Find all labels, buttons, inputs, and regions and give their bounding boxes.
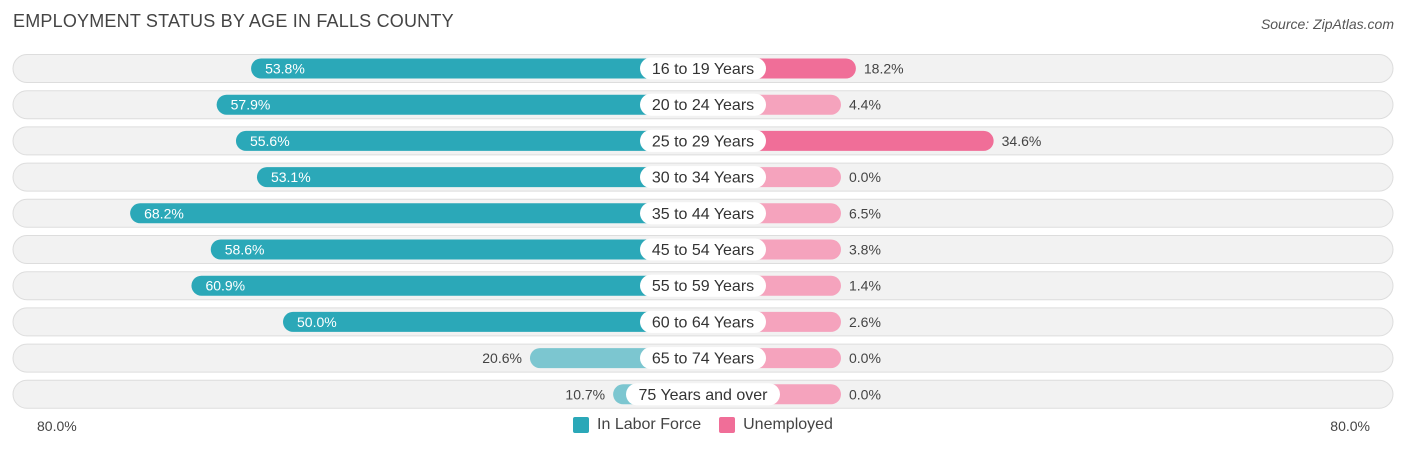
category-label: 60 to 64 Years xyxy=(652,314,754,331)
labor-bar xyxy=(216,94,703,115)
axis-right-label: 80.0% xyxy=(1330,418,1370,434)
labor-bar xyxy=(235,130,703,151)
category-label: 55 to 59 Years xyxy=(652,278,754,295)
category-label: 65 to 74 Years xyxy=(652,351,754,368)
category-label: 16 to 19 Years xyxy=(652,61,754,78)
labor-value-label: 53.8% xyxy=(265,61,305,77)
category-label: 35 to 44 Years xyxy=(652,206,754,223)
legend-item-labor: In Labor Force xyxy=(573,416,701,434)
unemployed-value-label: 0.0% xyxy=(849,350,881,366)
axis-left-label: 80.0% xyxy=(37,418,77,434)
unemployed-value-label: 0.0% xyxy=(849,169,881,185)
labor-bar xyxy=(130,203,703,224)
labor-value-label: 55.6% xyxy=(250,133,290,149)
category-pill xyxy=(626,383,780,406)
category-pill xyxy=(640,274,766,297)
labor-bar xyxy=(210,239,703,260)
legend: In Labor Force Unemployed xyxy=(0,416,1406,434)
unemployed-value-label: 34.6% xyxy=(1002,133,1042,149)
unemployed-value-label: 2.6% xyxy=(849,314,881,330)
labor-value-label: 60.9% xyxy=(205,278,245,294)
labor-bar xyxy=(256,167,703,188)
labor-value-label: 57.9% xyxy=(231,97,271,113)
unemployed-value-label: 1.4% xyxy=(849,278,881,294)
category-pill xyxy=(640,238,766,261)
category-pill xyxy=(640,129,766,152)
legend-label-labor: In Labor Force xyxy=(597,416,702,433)
labor-bar xyxy=(191,275,703,296)
unemployed-value-label: 18.2% xyxy=(864,61,904,77)
labor-bar xyxy=(283,311,703,332)
labor-value-label: 53.1% xyxy=(271,169,311,185)
category-label: 75 Years and over xyxy=(639,387,769,404)
labor-value-label: 58.6% xyxy=(225,242,265,258)
chart-title: EMPLOYMENT STATUS BY AGE IN FALLS COUNTY xyxy=(13,11,454,31)
labor-value-label: 10.7% xyxy=(565,386,605,402)
labor-value-label: 68.2% xyxy=(144,205,184,221)
category-pill xyxy=(640,93,766,116)
unemployed-value-label: 6.5% xyxy=(849,205,881,221)
category-label: 20 to 24 Years xyxy=(652,97,754,114)
category-pill xyxy=(640,202,766,225)
labor-value-label: 20.6% xyxy=(482,350,522,366)
category-pill xyxy=(640,166,766,189)
legend-item-unemployed: Unemployed xyxy=(719,416,833,434)
legend-swatch-labor xyxy=(573,417,590,433)
category-label: 30 to 34 Years xyxy=(652,170,754,187)
category-pill xyxy=(640,347,766,370)
legend-label-unemployed: Unemployed xyxy=(743,416,833,433)
labor-bar xyxy=(251,58,703,79)
category-label: 45 to 54 Years xyxy=(652,242,754,259)
category-pill xyxy=(640,310,766,333)
labor-value-label: 50.0% xyxy=(297,314,337,330)
unemployed-bar xyxy=(703,130,994,151)
category-label: 25 to 29 Years xyxy=(652,133,754,150)
category-pill xyxy=(640,57,766,80)
legend-swatch-unemployed xyxy=(719,417,736,433)
unemployed-value-label: 4.4% xyxy=(849,97,881,113)
source-credit: Source: ZipAtlas.com xyxy=(1260,16,1394,32)
unemployed-value-label: 0.0% xyxy=(849,386,881,402)
unemployed-value-label: 3.8% xyxy=(849,242,881,258)
